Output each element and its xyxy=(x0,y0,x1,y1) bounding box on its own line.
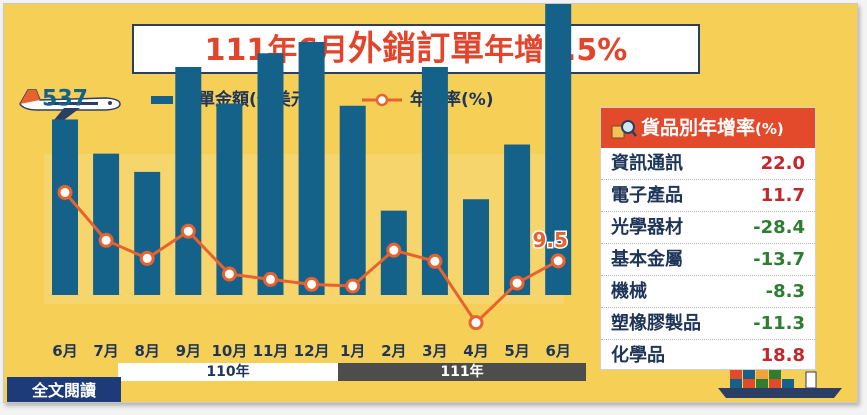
x-tick-label: 6月 xyxy=(545,342,570,360)
bar xyxy=(339,105,366,295)
read-full-button[interactable]: 全文閱讀 xyxy=(7,377,121,402)
magnifier-box-icon xyxy=(611,119,637,138)
product-value: 22.0 xyxy=(760,153,805,174)
product-value: 18.8 xyxy=(760,345,805,366)
bar xyxy=(504,144,531,295)
data-label: 9.5 xyxy=(532,228,567,252)
list-item: 電子產品 11.7 xyxy=(601,180,815,212)
product-value: 11.7 xyxy=(760,185,805,206)
bar xyxy=(298,41,325,295)
bar xyxy=(52,119,78,295)
list-item: 塑橡膠製品 -11.3 xyxy=(601,308,815,340)
x-tick-label: 7月 xyxy=(93,342,118,360)
bar xyxy=(175,67,202,295)
product-growth-panel: 貨品別年增率(%) 資訊通訊 22.0 電子產品 11.7 光學器材 -28.4 基本… xyxy=(600,107,816,370)
title-part2: 外銷訂單 xyxy=(348,29,485,69)
x-tick-label: 8月 xyxy=(134,342,159,360)
side-panel-list: 資訊通訊 22.0 電子產品 11.7 光學器材 -28.4 基本金屬 -13.7 機械… xyxy=(601,148,815,371)
line-point xyxy=(221,266,237,282)
line-point xyxy=(304,276,320,292)
product-name: 基本金屬 xyxy=(611,249,683,270)
x-tick-label: 1月 xyxy=(340,342,365,360)
x-tick-label: 3月 xyxy=(422,342,447,360)
line-point xyxy=(386,242,402,258)
x-tick-label: 4月 xyxy=(463,342,488,360)
year-bar-111: 111年 xyxy=(338,363,586,381)
list-item: 基本金屬 -13.7 xyxy=(601,244,815,276)
bar xyxy=(257,53,284,295)
product-name: 電子產品 xyxy=(611,185,683,206)
bar xyxy=(545,4,572,295)
side-panel-unit: (%) xyxy=(755,120,784,138)
x-tick-label: 11月 xyxy=(253,342,289,360)
side-panel-header: 貨品別年增率(%) xyxy=(601,108,815,148)
line-point xyxy=(263,271,278,287)
list-item: 資訊通訊 22.0 xyxy=(601,148,815,180)
line-point xyxy=(345,278,361,294)
x-tick-label: 9月 xyxy=(176,342,201,360)
bar xyxy=(134,171,161,295)
x-tick-label: 2月 xyxy=(381,342,406,360)
product-name: 資訊通訊 xyxy=(611,153,683,174)
bar xyxy=(93,153,120,295)
airplane-icon xyxy=(19,89,121,120)
line-point xyxy=(139,250,155,266)
year-bar-110: 110年 xyxy=(118,363,338,381)
product-value: -11.3 xyxy=(753,313,805,334)
product-value: -28.4 xyxy=(753,217,805,238)
list-item: 光學器材 -28.4 xyxy=(601,212,815,244)
legend-bar-swatch xyxy=(151,96,173,104)
list-item: 機械 -8.3 xyxy=(601,276,815,308)
product-value: -8.3 xyxy=(765,281,805,302)
line-point xyxy=(468,315,484,331)
x-tick-label: 6月 xyxy=(52,342,77,360)
cargo-ship-icon xyxy=(718,370,842,398)
x-tick-label: 12月 xyxy=(294,342,330,360)
line-point xyxy=(550,253,566,269)
list-item: 化學品 18.8 xyxy=(601,340,815,371)
chart-area: 6月7月8月9月10月11月12月1月2月3月4月5月6月5375889.5 xyxy=(42,4,572,360)
x-tick-label: 5月 xyxy=(504,342,529,360)
line-point xyxy=(509,275,525,291)
line-point xyxy=(427,253,443,269)
product-name: 光學器材 xyxy=(611,217,683,238)
legend-line-swatch xyxy=(362,93,402,107)
data-label: 537 xyxy=(42,86,88,111)
product-name: 化學品 xyxy=(611,345,665,366)
line-point xyxy=(180,223,196,239)
line-point xyxy=(57,184,73,200)
product-name: 機械 xyxy=(611,281,647,302)
product-value: -13.7 xyxy=(753,249,805,270)
infographic-frame: 111年6月外銷訂單年增9.5% 接單金額(億美元) 年增率(%) 6月7月8月… xyxy=(3,3,858,403)
line-point xyxy=(98,232,114,248)
product-name: 塑橡膠製品 xyxy=(611,313,701,334)
x-tick-label: 10月 xyxy=(211,342,247,360)
bar xyxy=(463,199,489,295)
side-panel-title: 貨品別年增率 xyxy=(641,117,756,139)
